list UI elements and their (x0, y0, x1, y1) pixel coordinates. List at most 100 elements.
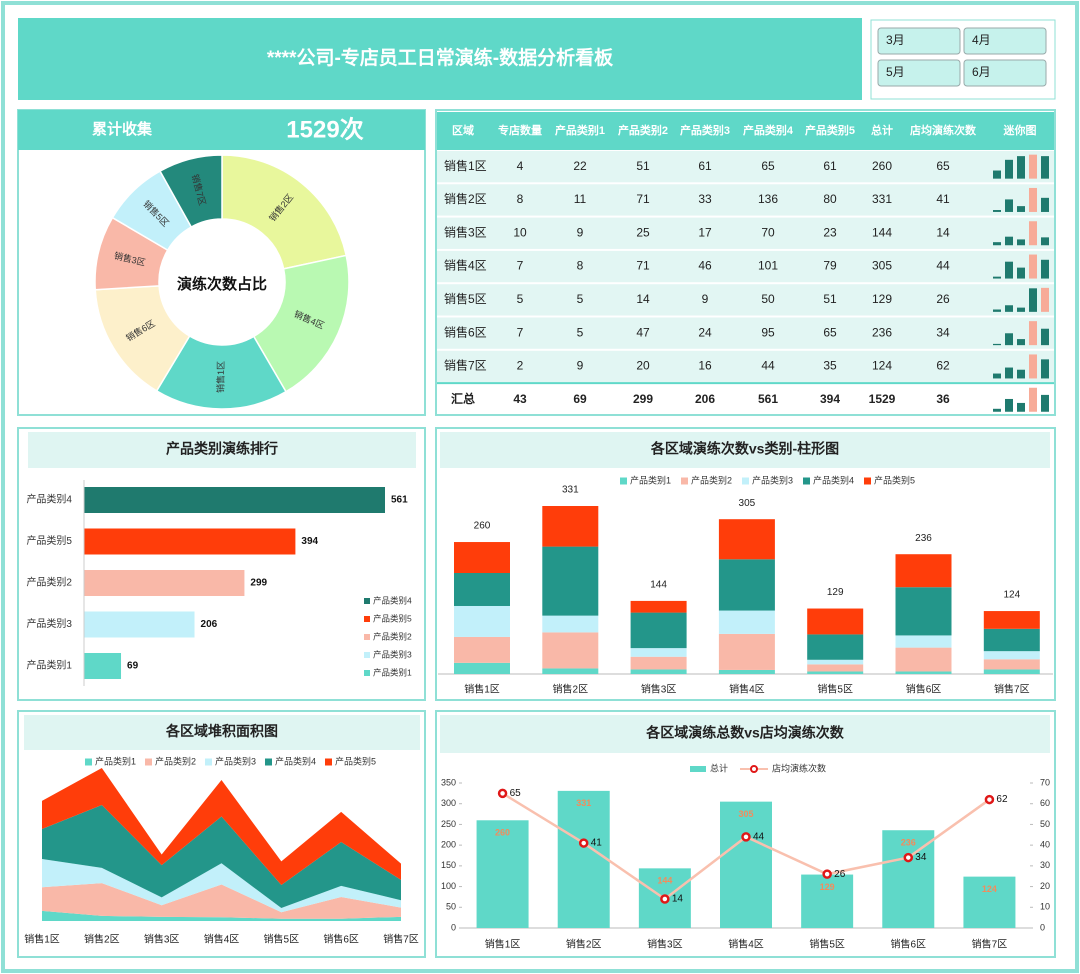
table-cell: 136 (758, 192, 778, 206)
sparkline-bar (1005, 236, 1013, 246)
data-label: 129 (820, 882, 835, 892)
month-button[interactable] (963, 59, 1047, 87)
legend-label: 产品类别3 (373, 649, 412, 659)
bar (801, 874, 854, 928)
month-label[interactable]: 4月 (972, 33, 991, 47)
x-tick-label: 销售4区 (204, 933, 240, 946)
line-marker (578, 838, 589, 848)
table-cell: 62 (936, 359, 950, 373)
table-cell: 5 (577, 292, 584, 306)
y2-tick-label: 70 (1040, 777, 1050, 787)
table-cell: 销售4区 (444, 258, 487, 273)
sparkline-bar (1041, 359, 1049, 379)
total-label: 260 (474, 521, 491, 532)
line-marker (660, 894, 670, 904)
donut-slice (221, 154, 348, 270)
column-header: 专店数量 (498, 123, 542, 137)
sparkline-bar (1017, 369, 1025, 379)
table-cell: 44 (936, 259, 950, 273)
bar-segment (630, 656, 687, 670)
legend-swatch (364, 634, 370, 640)
x-tick-label: 销售7区 (972, 938, 1008, 951)
x-tick-label: 销售2区 (566, 938, 602, 951)
month-label[interactable]: 5月 (886, 65, 905, 79)
table-cell: 101 (758, 259, 778, 273)
bar-segment (454, 605, 510, 637)
table-cell: 61 (698, 159, 712, 173)
header-banner (18, 18, 862, 100)
table-row (437, 151, 1054, 183)
bar (84, 528, 296, 555)
table-cell: 71 (636, 259, 650, 273)
table-cell: 销售5区 (444, 291, 487, 306)
x-tick-label: 销售3区 (144, 933, 180, 946)
table-cell: 4 (517, 159, 524, 173)
sparkline-bar (993, 210, 1001, 212)
kpi-value: 1529次 (286, 116, 363, 143)
sparkline-bar (1017, 239, 1025, 246)
sparkline-bar (993, 309, 1001, 312)
data-label: 260 (495, 828, 510, 838)
month-button[interactable] (877, 59, 961, 87)
x-tick-label: 销售7区 (383, 933, 419, 946)
bar (84, 570, 245, 596)
legend-label: 产品类别1 (373, 667, 412, 677)
data-label: 305 (738, 809, 753, 819)
total-label: 305 (739, 498, 756, 509)
legend-swatch (205, 758, 212, 766)
legend-swatch (364, 670, 370, 676)
table-total-cell: 561 (758, 392, 778, 406)
bar-segment (895, 554, 952, 588)
data-label: 124 (982, 884, 997, 894)
bar-segment (454, 572, 510, 606)
area (42, 768, 401, 885)
sparkline-bar (1029, 354, 1037, 379)
legend-swatch (803, 477, 810, 485)
month-label[interactable]: 6月 (972, 65, 991, 79)
x-tick-label: 销售1区 (24, 933, 60, 946)
chart-title-strip (440, 715, 1050, 753)
sparkline-bar (1005, 199, 1013, 212)
legend-swatch (620, 477, 627, 485)
sparkline-bar (1041, 328, 1049, 346)
y-tick-label: 0 (451, 922, 456, 932)
legend-swatch (85, 758, 92, 766)
sparkline-bar (1017, 307, 1025, 312)
total-label: 144 (650, 580, 667, 591)
table-total-cell: 394 (820, 392, 840, 406)
table-cell: 61 (823, 159, 837, 173)
month-button[interactable] (963, 27, 1047, 55)
table-cell: 33 (698, 192, 712, 206)
table-cell: 25 (636, 225, 650, 239)
x-tick-label: 销售6区 (891, 938, 927, 951)
table-row (437, 317, 1054, 349)
legend-label: 产品类别3 (752, 474, 793, 485)
data-label: 69 (127, 661, 139, 672)
chart-title-strip (440, 432, 1050, 468)
bar (84, 653, 122, 679)
y-tick-label: 产品类别2 (26, 576, 72, 589)
column-header: 产品类别1 (555, 123, 605, 137)
month-button[interactable] (877, 27, 961, 55)
bar-segment (542, 506, 599, 547)
table-cell: 65 (936, 159, 950, 173)
bar-segment (807, 608, 864, 635)
sparkline-bar (1005, 159, 1013, 179)
y2-tick-label: 10 (1040, 902, 1050, 912)
month-label[interactable]: 3月 (886, 33, 905, 47)
column-header: 产品类别2 (618, 123, 668, 137)
legend-swatch (742, 477, 749, 485)
bar-segment (983, 628, 1040, 652)
x-tick-label: 销售4区 (728, 938, 764, 951)
total-label: 331 (562, 485, 579, 496)
table-cell: 35 (823, 359, 837, 373)
table-total-cell: 43 (513, 392, 527, 406)
legend-label: 产品类别2 (155, 755, 196, 766)
chart-title-strip (24, 715, 420, 750)
table-cell: 129 (872, 292, 892, 306)
table-cell: 销售1区 (444, 158, 487, 173)
table-cell: 51 (636, 159, 650, 173)
table-cell: 10 (513, 225, 527, 239)
legend-label: 产品类别2 (373, 631, 412, 641)
